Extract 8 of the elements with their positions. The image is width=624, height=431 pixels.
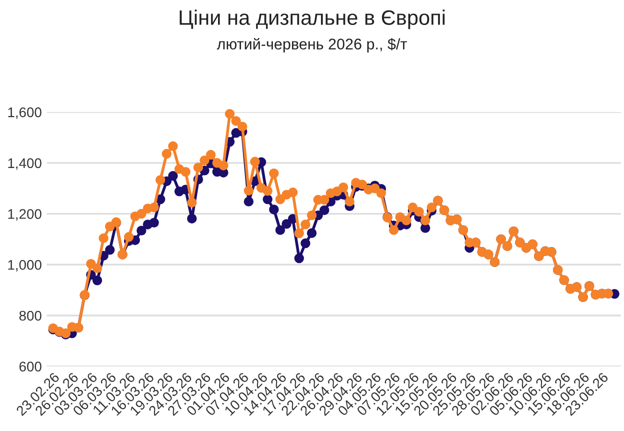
y-tick-label: 1,600 bbox=[8, 107, 42, 119]
y-tick-label: 600 bbox=[19, 362, 42, 372]
y-tick-label: 800 bbox=[19, 310, 42, 321]
y-tick-label: 1,400 bbox=[8, 158, 42, 170]
y-tick-label: 1,200 bbox=[8, 209, 42, 221]
chart-subtitle: лютий-червень 2026 р., $/т bbox=[216, 38, 407, 53]
chart-title: Ціни на дизпальне в Європі bbox=[180, 10, 445, 30]
y-tick-label: 1,000 bbox=[8, 260, 42, 272]
